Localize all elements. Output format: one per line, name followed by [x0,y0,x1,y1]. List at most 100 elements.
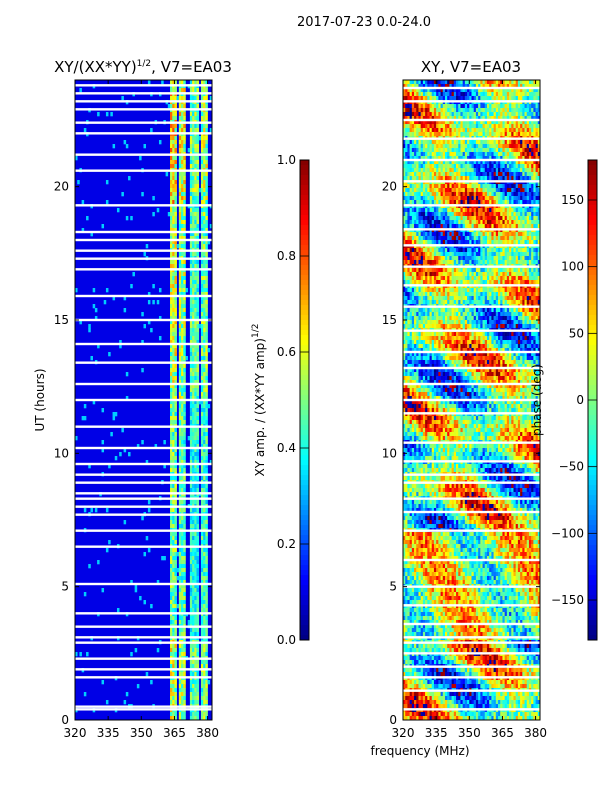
heatmap-cell [189,524,193,529]
heatmap-cell [194,328,197,333]
heatmap-cell [178,444,182,449]
heatmap-cell [170,448,173,453]
heatmap-cell [520,128,523,133]
heatmap-cell [531,92,534,97]
heatmap-cell [200,672,204,677]
heatmap-cell [506,84,510,89]
heatmap-cell [495,144,499,149]
heatmap-cell [486,176,490,181]
heatmap-cell [81,416,85,421]
heatmap-cell [110,112,113,117]
heatmap-cell [174,396,177,401]
colorbar-step [300,605,309,611]
heatmap-cell [511,80,514,85]
heatmap-cell [194,448,197,453]
heatmap-cell [189,324,193,329]
heatmap-cell [447,196,450,201]
heatmap-cell [535,188,539,193]
heatmap-cell [515,80,519,85]
heatmap-cell [526,224,530,229]
heatmap-cell [498,124,501,129]
heatmap-cell [189,300,193,305]
heatmap-cell [526,92,530,97]
heatmap-cell [174,408,177,413]
heatmap-cell [200,212,204,217]
heatmap-cell [500,220,503,225]
heatmap-cell [189,88,193,93]
heatmap-cell [181,196,184,201]
heatmap-cell [429,172,433,177]
colorbar-tick-label: 0.4 [277,441,296,455]
phase-heatmap[interactable] [403,80,540,720]
heatmap-cell [192,428,195,433]
heatmap-cell [192,576,195,581]
heatmap-cell [493,220,497,225]
heatmap-cell [203,136,206,141]
heatmap-cell [196,580,200,585]
heatmap-cell [183,104,186,109]
heatmap-cell [194,440,197,445]
colorbar-step [300,165,309,171]
heatmap-cell [189,220,193,225]
heatmap-cell [407,208,410,213]
heatmap-cell [183,520,186,525]
heatmap-cell [172,124,175,129]
heatmap-cell [467,164,470,169]
heatmap-cell [425,164,428,169]
heatmap-cell [174,616,177,621]
heatmap-cell [192,88,195,93]
heatmap-cell [416,152,419,157]
heatmap-cell [418,236,421,241]
heatmap-cell [192,116,195,121]
heatmap-cell [528,236,532,241]
heatmap-cell [471,184,475,189]
heatmap-cell [502,92,505,97]
heatmap-cell [174,400,177,405]
colorbar-step [300,395,309,401]
heatmap-cell [170,164,173,169]
heatmap-cell [500,148,503,153]
heatmap-cell [440,112,444,117]
heatmap-cell [509,128,512,133]
heatmap-cell [464,196,468,201]
heatmap-cell [183,580,186,585]
heatmap-cell [533,156,536,161]
heatmap-cell [203,244,206,249]
heatmap-cell [513,216,516,221]
heatmap-cell [473,128,477,133]
heatmap-cell [467,116,470,121]
heatmap-cell [194,324,197,329]
heatmap-cell [511,148,514,153]
heatmap-cell [489,140,492,145]
heatmap-cell [181,392,184,397]
heatmap-cell [515,196,519,201]
heatmap-cell [194,356,197,361]
heatmap-cell [196,436,200,441]
heatmap-cell [436,236,439,241]
heatmap-cell [471,120,475,125]
heatmap-cell [174,328,177,333]
heatmap-cell [205,384,208,389]
heatmap-cell [158,288,162,293]
heatmap-cell [203,312,206,317]
heatmap-cell [181,712,184,717]
heatmap-cell [526,172,530,177]
heatmap-cell [489,208,492,213]
heatmap-cell [471,200,475,205]
heatmap-cell [436,144,439,149]
heatmap-cell [414,212,417,217]
heatmap-cell [203,508,206,513]
heatmap-cell [194,276,197,281]
heatmap-cell [535,164,539,169]
heatmap-cell [533,224,536,229]
heatmap-cell [174,312,177,317]
heatmap-cell [493,208,497,213]
heatmap-cell [181,608,184,613]
heatmap-cell [486,208,490,213]
heatmap-cell [192,308,195,313]
heatmap-cell [205,112,208,117]
heatmap-cell [194,252,197,257]
heatmap-cell [194,488,197,493]
amp-heatmap[interactable] [75,80,212,720]
heatmap-cell [471,172,475,177]
